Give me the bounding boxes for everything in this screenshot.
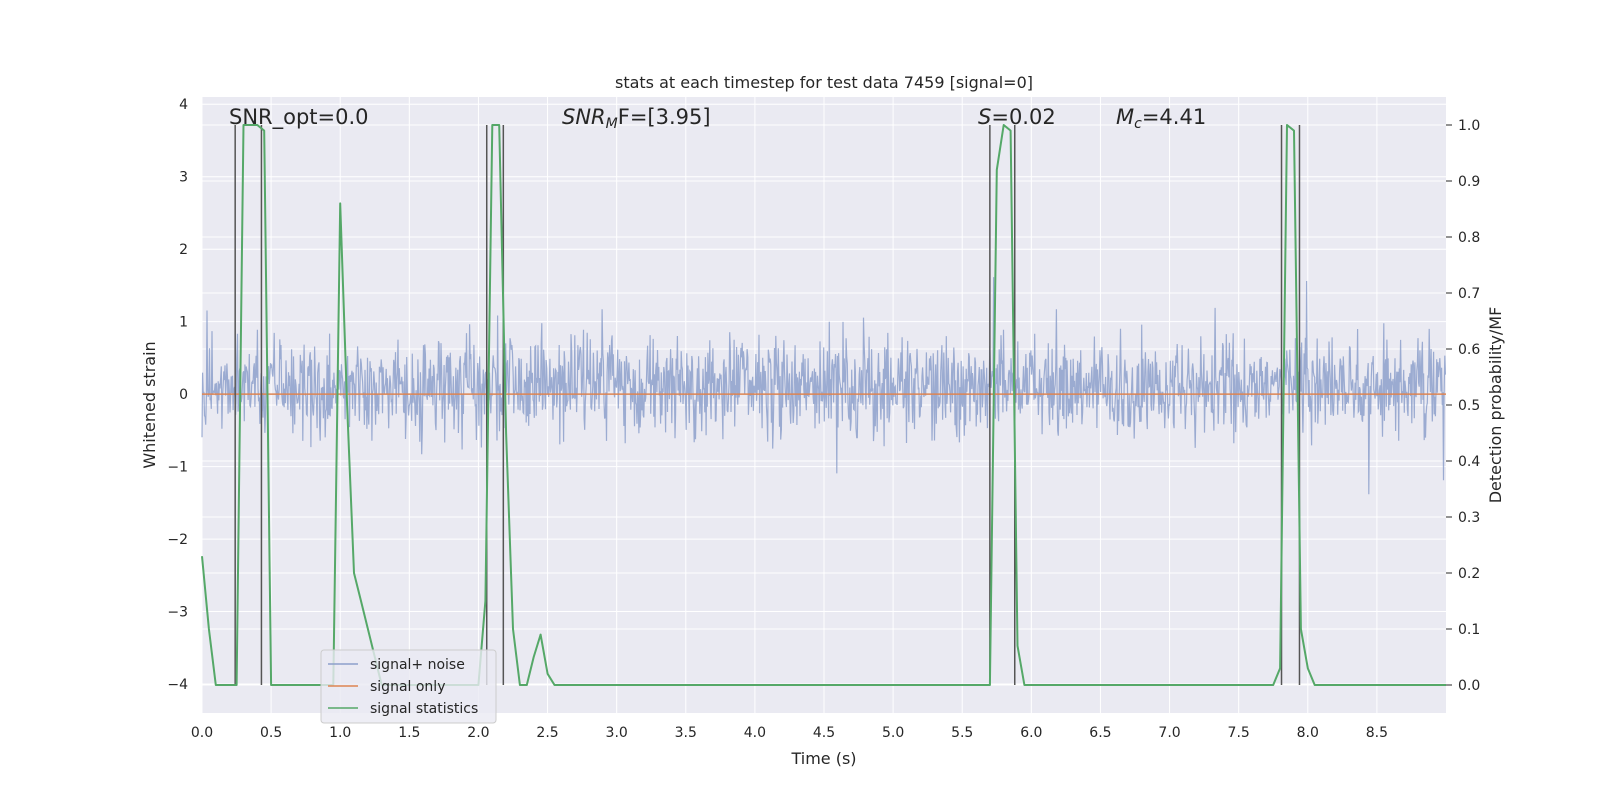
y2-tick-label: 0.0 (1458, 678, 1480, 694)
detection-markers (234, 125, 1301, 685)
y-tick-label: 0 (179, 387, 188, 403)
snr-mf-value: F=[3.95] (618, 105, 711, 129)
legend: signal+ noise signal only signal statist… (320, 649, 497, 724)
x-tick-label: 7.5 (1228, 725, 1250, 741)
y-axis-label: Whitened strain (140, 341, 159, 468)
y-tick-label: 2 (179, 242, 188, 258)
s-value: =0.02 (991, 105, 1055, 129)
signal-noise-line (201, 277, 1446, 495)
legend-label-signal-noise: signal+ noise (370, 657, 465, 673)
x-axis-label: Time (s) (790, 749, 856, 768)
x-tick-label: 5.0 (882, 725, 904, 741)
y2-tick-label: 0.3 (1458, 510, 1480, 526)
annotation-mc: Mc=4.41 (1116, 105, 1206, 132)
mc-subscript: c (1134, 116, 1142, 132)
y2-tick-label: 0.9 (1458, 174, 1480, 190)
x-tick-label: 6.0 (1020, 725, 1042, 741)
y-tick-label: 4 (179, 97, 188, 113)
y-tick-label: −1 (167, 460, 188, 476)
x-axis-ticks: 0.0 0.5 1.0 1.5 2.0 2.5 3.0 3.5 4.0 4.5 5.0 5.5 6.0 6… (191, 725, 1388, 741)
x-tick-label: 4.0 (744, 725, 766, 741)
y2-axis-label: Detection probability/MF (1486, 307, 1505, 504)
x-tick-label: 0.0 (191, 725, 213, 741)
x-tick-label: 8.0 (1297, 725, 1319, 741)
x-tick-label: 8.5 (1366, 725, 1388, 741)
annotation-s: S=0.02 (978, 105, 1056, 129)
x-tick-label: 0.5 (260, 725, 282, 741)
mc-value: =4.41 (1142, 105, 1206, 129)
x-tick-label: 2.0 (467, 725, 489, 741)
x-tick-label: 7.0 (1158, 725, 1180, 741)
snr-mf-subscript: M (606, 116, 618, 132)
legend-label-signal-statistics: signal statistics (370, 701, 478, 717)
annotation-snr-mf: SNRMF=[3.95] (562, 105, 711, 132)
legend-box (320, 649, 497, 724)
series-signal-noise (201, 277, 1446, 495)
y-tick-label: −4 (167, 677, 188, 693)
x-tick-label: 1.5 (398, 725, 420, 741)
x-tick-label: 3.0 (606, 725, 628, 741)
y-tick-label: −3 (167, 605, 188, 621)
y2-tick-label: 0.5 (1458, 398, 1480, 414)
x-tick-label: 2.5 (536, 725, 558, 741)
y2-tick-label: 0.8 (1458, 230, 1480, 246)
x-tick-label: 4.5 (813, 725, 835, 741)
annotation-snr-opt: SNR_opt=0.0 (229, 105, 369, 130)
y2-tick-label: 0.4 (1458, 454, 1480, 470)
snr-mf-symbol: SNR (562, 105, 606, 129)
y2-axis-ticks: 0.0 0.1 0.2 0.3 0.4 0.5 0.6 0.7 0.8 0.9 1.0 (1446, 118, 1480, 694)
y2-tick-label: 1.0 (1458, 118, 1480, 134)
y2-tick-label: 0.1 (1458, 622, 1480, 638)
y-tick-label: −2 (167, 532, 188, 548)
x-tick-label: 6.5 (1089, 725, 1111, 741)
y-tick-label: 1 (179, 315, 188, 331)
x-tick-label: 3.5 (675, 725, 697, 741)
mc-symbol: M (1116, 105, 1134, 129)
s-symbol: S (978, 105, 991, 129)
x-tick-label: 5.5 (951, 725, 973, 741)
legend-label-signal-only: signal only (370, 679, 445, 695)
y2-tick-label: 0.2 (1458, 566, 1480, 582)
x-tick-label: 1.0 (329, 725, 351, 741)
chart-title: stats at each timestep for test data 745… (615, 73, 1033, 92)
y2-tick-label: 0.6 (1458, 342, 1480, 358)
y-axis-ticks: −4 −3 −2 −1 0 1 2 3 4 (167, 97, 188, 693)
y2-tick-label: 0.7 (1458, 286, 1480, 302)
y-tick-label: 3 (179, 170, 188, 186)
